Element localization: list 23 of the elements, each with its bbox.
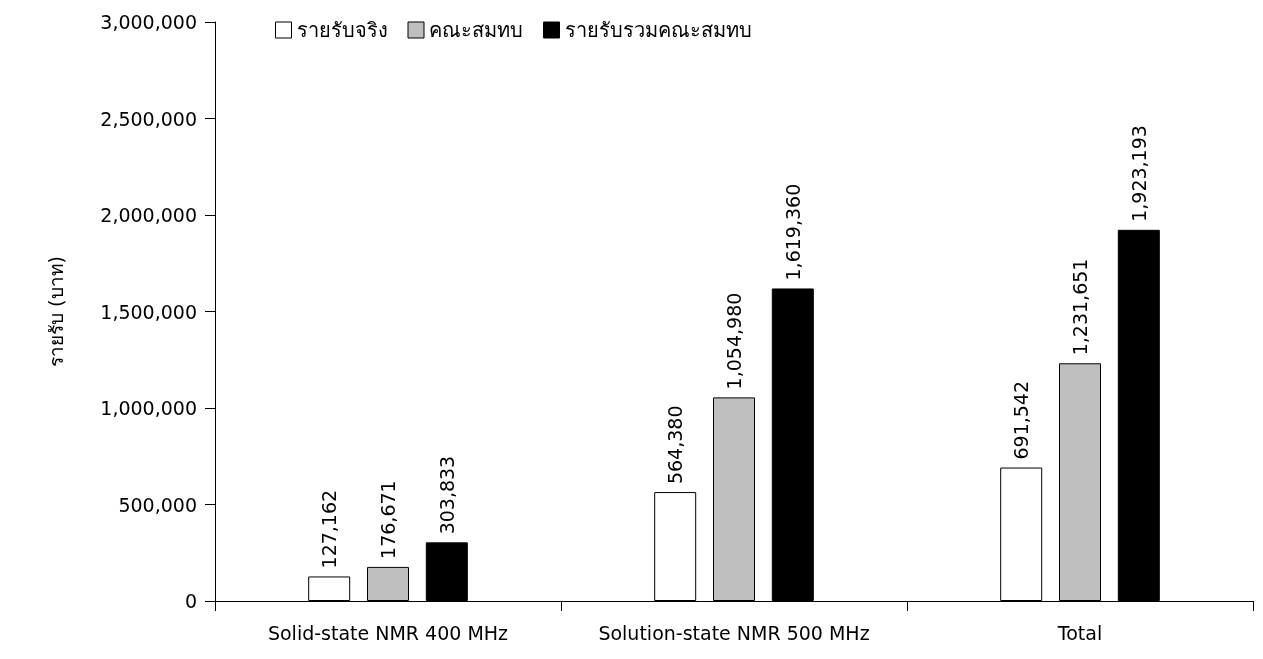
data-label: 1,054,980 (723, 292, 745, 390)
x-tick-label: Solid-state NMR 400 MHz (267, 621, 509, 644)
data-label: 127,162 (318, 489, 341, 569)
x-tick-label: Solution-state NMR 500 MHz (598, 621, 870, 644)
y-tick-label: 2,500,000 (100, 107, 197, 130)
y-tick-label: 500,000 (118, 493, 197, 516)
data-label: 1,923,193 (1127, 125, 1150, 222)
data-label: 303,833 (435, 455, 458, 535)
y-tick-label: 1,500,000 (100, 300, 197, 323)
legend-label: คณะสมทบ (429, 18, 523, 42)
y-tick-label: 2,000,000 (100, 204, 197, 226)
data-label: 564,380 (664, 405, 687, 485)
legend-label: รายรับรวมคณะสมทบ (564, 18, 752, 42)
y-tick-label: 3,000,000 (100, 11, 197, 33)
x-tick-label: Total (1056, 621, 1103, 644)
data-label: 1,619,360 (781, 183, 804, 281)
legend-label: รายรับจริง (296, 18, 388, 42)
y-tick-label: 0 (184, 590, 197, 612)
data-label: 1,231,651 (1069, 258, 1091, 356)
y-tick-label: 1,000,000 (100, 397, 197, 419)
y-axis-title: รายรับ (บาท) (44, 256, 67, 367)
data-label: 691,542 (1010, 380, 1033, 460)
data-label: 176,671 (377, 480, 399, 559)
